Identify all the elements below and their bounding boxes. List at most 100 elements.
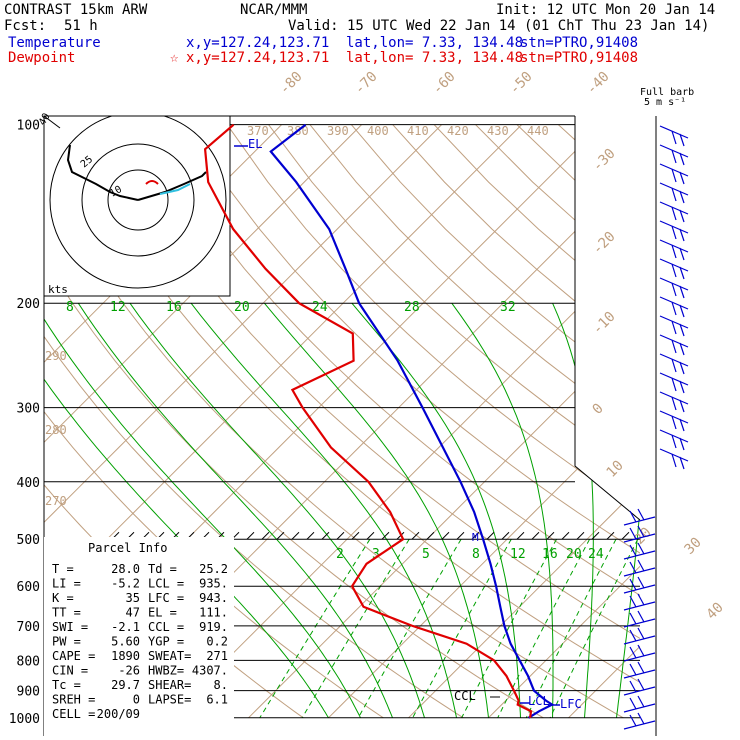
wind-barb-feather — [679, 171, 685, 185]
init-time: Init: 12 UTC Mon 20 Jan 14 — [496, 2, 715, 18]
mixing-ratio-label: 3 — [372, 547, 380, 562]
wind-barb-feather — [679, 209, 685, 223]
hatch-tick — [276, 531, 285, 540]
wind-barb-feather — [679, 190, 685, 204]
dry-adiabat-line — [268, 124, 640, 719]
wind-barb-feather — [629, 646, 637, 659]
moist-adiabat-label: 24 — [312, 300, 328, 315]
parcel-value: 0.2 — [206, 635, 228, 649]
wind-barb — [659, 334, 689, 348]
dry-adiabat-line — [516, 124, 640, 719]
parcel-key: Td = — [148, 562, 177, 576]
dry-adiabat-line — [309, 124, 640, 719]
wind-barb-feather — [629, 697, 637, 710]
forecast-hours: 51 h — [64, 18, 98, 34]
wind-barb — [659, 391, 689, 405]
parcel-value: 111. — [199, 606, 228, 620]
pressure-label-600: 600 — [17, 580, 40, 595]
wind-barb-feather — [671, 453, 677, 468]
wind-barb-feather — [671, 187, 677, 202]
mixing-ratio-label: 5 — [422, 547, 430, 562]
wind-barb — [659, 372, 689, 386]
wind-barb-feather — [679, 266, 685, 280]
wind-barb-feather — [637, 644, 645, 657]
hodograph-low-level-segment — [159, 183, 191, 195]
wind-barb — [623, 516, 656, 526]
wind-key-line2: 5 m s⁻¹ — [644, 97, 686, 108]
parcel-value: 943. — [199, 591, 228, 605]
dry-adiabat-line — [226, 124, 640, 719]
wind-barb — [623, 550, 656, 560]
pressure-label-900: 900 — [17, 685, 40, 700]
pressure-tick-labels: 100 200 300 400 500 600 700 800 900 1000 — [9, 119, 40, 727]
hatch-tick — [321, 531, 330, 540]
dewpoint-star-icon: ☆ — [170, 50, 179, 66]
parcel-key: EL = — [148, 606, 177, 620]
parcel-key: SHEAR= — [148, 678, 191, 692]
wind-barb-feather — [637, 661, 645, 674]
pressure-label-100: 100 — [17, 119, 40, 134]
mixing-ratio-label: 2 — [336, 547, 344, 562]
moist-adiabat-label: 8 — [66, 300, 74, 315]
wind-barb-feather — [671, 206, 677, 221]
wind-barb-feather — [671, 434, 677, 449]
el-label: EL — [248, 137, 262, 151]
wind-barb — [659, 239, 689, 253]
isotherm-label: -40 — [584, 69, 613, 98]
hodograph-ring-label-40: 40 — [37, 112, 53, 128]
isotherm-line — [44, 124, 282, 719]
wind-barb-feather — [671, 358, 677, 373]
parcel-key: HWBZ= — [148, 664, 184, 678]
wind-barb-feather — [671, 244, 677, 259]
wind-barb-feather — [629, 612, 637, 625]
parcel-value: 29.7 — [111, 678, 140, 692]
moist-adiabat-line — [451, 302, 554, 718]
isotherm-label: -80 — [277, 69, 306, 98]
isotherm-line — [568, 124, 640, 719]
wind-barb-feather — [629, 561, 637, 574]
moist-adiabat-label: 20 — [234, 300, 250, 315]
parcel-key: CIN = — [52, 664, 88, 678]
wind-barb — [623, 635, 656, 645]
isotherm-label: -10 — [590, 309, 619, 338]
parcel-value: 4307. — [192, 664, 228, 678]
parcel-key: CELL = — [52, 707, 95, 721]
mixing-ratio-label: 12 — [510, 547, 526, 562]
lfc-label: LFC — [560, 697, 582, 711]
parcel-value: 200/09 — [97, 707, 140, 721]
wind-barbs — [623, 116, 689, 736]
wind-barb — [623, 652, 656, 662]
mixing-ratio-label: 16 — [542, 547, 558, 562]
parcel-value: 35 — [126, 591, 140, 605]
wind-barb-feather — [679, 380, 685, 394]
moist-adiabat-label: 32 — [500, 300, 516, 315]
hatch-tick — [441, 531, 450, 540]
legend-dewpoint-latlon: lat,lon= 7.33, 134.48 — [346, 50, 523, 66]
wind-barb-feather — [637, 559, 645, 572]
isotherm-label: 30 — [682, 535, 705, 558]
hodograph-trace — [137, 171, 207, 201]
parcel-value: -26 — [118, 664, 140, 678]
mixing-ratio-line — [259, 538, 371, 719]
wind-barb — [659, 163, 689, 177]
hatch-tick — [456, 531, 465, 540]
mixing-ratio-label: 20 — [566, 547, 582, 562]
isotherm-label: -60 — [430, 69, 459, 98]
ccl-label: CCL — [454, 689, 476, 703]
hatch-tick — [531, 531, 540, 540]
parcel-value: 47 — [126, 606, 140, 620]
wind-barb-feather — [679, 152, 685, 166]
isotherm-label: -20 — [590, 229, 619, 258]
isotherm-label: 10 — [604, 458, 627, 481]
wind-barb — [659, 315, 689, 329]
wind-barb-feather — [671, 282, 677, 297]
hatch-tick — [426, 531, 435, 540]
hatch-tick — [486, 531, 495, 540]
legend-dewpoint: Dewpoint — [8, 50, 75, 66]
wind-barb — [659, 144, 689, 158]
mixing-ratio-line — [549, 538, 639, 719]
wind-barb — [659, 277, 689, 291]
pressure-label-700: 700 — [17, 620, 40, 635]
valid-time: Valid: 15 UTC Wed 22 Jan 14 (01 ChT Thu … — [288, 18, 709, 34]
temperature-profile — [269, 123, 555, 719]
